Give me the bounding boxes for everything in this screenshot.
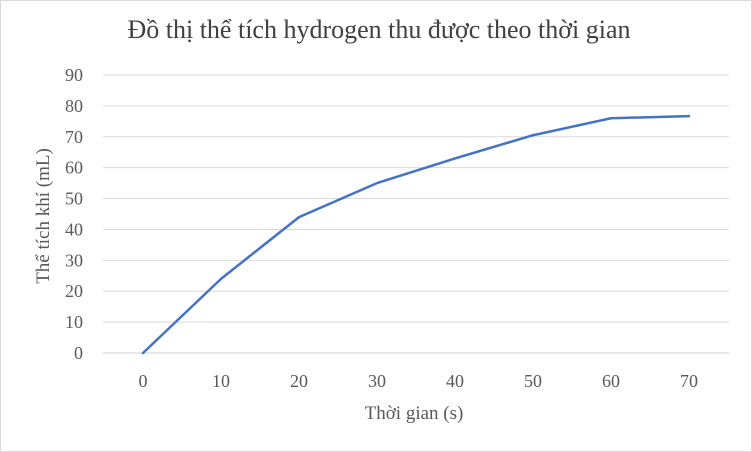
y-axis-title: Thể tích khí (mL): [33, 148, 54, 284]
y-axis-tick-labels: 0 10 20 30 40 50 60 70 80 90: [65, 65, 83, 363]
x-axis-tick-labels: 0 10 20 30 40 50 60 70: [139, 371, 699, 391]
y-tick-label: 10: [65, 312, 83, 332]
x-tick-label: 10: [212, 371, 230, 391]
x-tick-label: 70: [680, 371, 698, 391]
x-tick-label: 20: [290, 371, 308, 391]
y-tick-label: 20: [65, 281, 83, 301]
y-tick-label: 0: [74, 343, 83, 363]
x-tick-label: 0: [139, 371, 148, 391]
x-tick-label: 40: [446, 371, 464, 391]
x-tick-label: 30: [368, 371, 386, 391]
y-tick-label: 30: [65, 250, 83, 270]
x-tick-label: 60: [602, 371, 620, 391]
y-tick-label: 80: [65, 96, 83, 116]
y-tick-label: 90: [65, 65, 83, 85]
y-tick-label: 40: [65, 219, 83, 239]
x-tick-label: 50: [524, 371, 542, 391]
chart-title: Đồ thị thể tích hydrogen thu được theo t…: [127, 15, 631, 44]
x-axis-title: Thời gian (s): [365, 403, 464, 424]
series-line: [141, 114, 691, 355]
y-tick-label: 60: [65, 158, 83, 178]
y-tick-label: 50: [65, 189, 83, 209]
y-tick-label: 70: [65, 127, 83, 147]
